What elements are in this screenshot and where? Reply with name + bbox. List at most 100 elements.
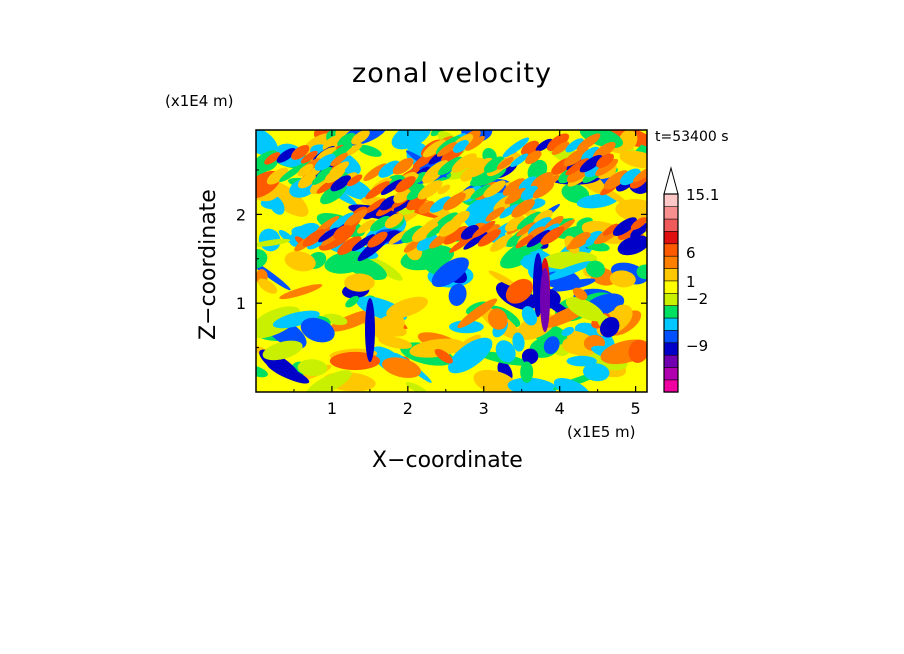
field-wave [367, 231, 388, 248]
field-wave [525, 150, 542, 165]
field-wave [311, 171, 331, 185]
field-blob [582, 363, 610, 382]
field-wave [438, 217, 463, 237]
y-axis: 12 [236, 169, 647, 349]
plot-frame [255, 129, 648, 393]
x-axis-label: X−coordinate [372, 448, 523, 473]
field-wave [630, 217, 647, 230]
field-wave [596, 153, 614, 168]
field-blob [324, 251, 369, 274]
field-wave [504, 187, 527, 205]
time-label: t=53400 s [655, 129, 729, 145]
colorbar-swatch [663, 329, 679, 344]
field-blob [345, 295, 359, 308]
field-wave [510, 153, 529, 168]
colorbar-frame [663, 193, 679, 393]
field-wave [316, 178, 337, 194]
field-wave [532, 181, 555, 199]
heatmap-field [256, 130, 647, 392]
field-wave [485, 206, 505, 222]
field-wave [351, 234, 375, 252]
field-blob [637, 133, 647, 147]
field-wave [516, 211, 542, 230]
field-blob [358, 144, 382, 157]
field-blob [609, 270, 636, 288]
field-wave [443, 225, 469, 245]
field-wave [520, 185, 539, 201]
field-blob [562, 337, 577, 353]
field-wave [422, 139, 447, 158]
field-wave [279, 164, 304, 183]
field-blob [373, 314, 405, 340]
field-wave [585, 231, 603, 244]
field-wave [581, 146, 600, 161]
field-wave [563, 147, 589, 167]
field-wave [330, 175, 351, 192]
field-blob [284, 251, 316, 272]
field-wave [337, 132, 356, 148]
field-blob [521, 348, 539, 365]
field-blob [305, 370, 352, 392]
field-wave [337, 236, 362, 255]
field-wave [576, 133, 601, 152]
field-blob [279, 284, 323, 300]
field-wave [463, 232, 488, 250]
field-wave [429, 196, 452, 213]
field-blob [434, 348, 453, 364]
x-tick-label: 2 [403, 399, 413, 418]
field-blob [272, 310, 320, 329]
field-jet [365, 298, 375, 362]
field-wave [526, 229, 551, 248]
field-wave [322, 135, 343, 152]
field-blob [586, 260, 605, 278]
field-wave [530, 172, 554, 190]
field-wave [316, 215, 340, 233]
field-wave [465, 135, 485, 151]
field-wave [496, 156, 514, 170]
colorbar-label: 6 [686, 244, 696, 262]
field-wave [416, 234, 438, 251]
field-wave [363, 163, 388, 182]
colorbar-extend-max [663, 166, 679, 195]
field-blob [565, 297, 605, 322]
field-wave [505, 215, 525, 232]
chart-title: zonal velocity [352, 58, 552, 89]
field-blob [391, 130, 431, 150]
field-wave [569, 231, 591, 250]
field-blob [297, 359, 328, 377]
y-tick-label: 1 [236, 294, 246, 313]
y-tick-label: 2 [236, 205, 246, 224]
colorbar-swatch [663, 292, 679, 306]
field-blob [502, 137, 530, 158]
field-wave [266, 167, 289, 185]
field-wave [378, 160, 400, 178]
field-wave [406, 185, 426, 201]
field-blob [262, 340, 303, 361]
field-wave [630, 222, 647, 238]
colorbar-label: −9 [686, 337, 708, 355]
field-wave [499, 204, 519, 219]
colorbar-swatch [663, 366, 679, 381]
field-blob [520, 361, 534, 383]
field-wave [393, 198, 413, 213]
field-wave [515, 234, 534, 249]
field-wave [329, 212, 354, 231]
field-blob [257, 278, 278, 294]
field-wave [483, 180, 506, 198]
field-wave [264, 152, 281, 165]
field-blob [561, 326, 575, 337]
field-wave [392, 157, 414, 175]
field-wave [520, 140, 540, 156]
field-blob [543, 336, 560, 355]
field-blob [448, 337, 493, 374]
field-wave [511, 199, 535, 218]
field-wave [302, 229, 326, 247]
colorbar-swatch [663, 267, 679, 282]
field-blob [521, 306, 538, 326]
field-wave [411, 224, 434, 242]
field-blob [553, 377, 590, 392]
field-wave [619, 168, 641, 186]
colorbar-swatch [663, 243, 679, 257]
field-blob [344, 273, 375, 292]
